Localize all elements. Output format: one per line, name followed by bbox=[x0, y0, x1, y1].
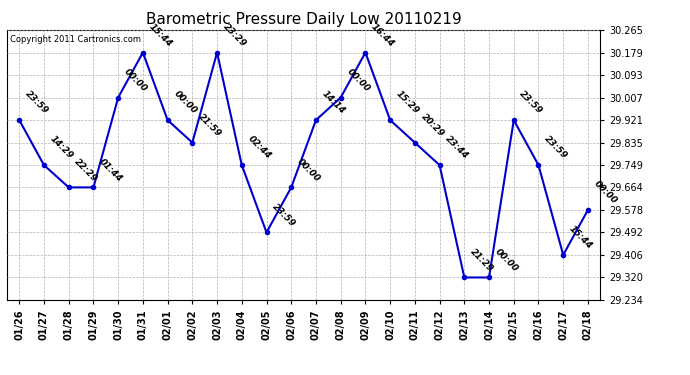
Text: 23:59: 23:59 bbox=[542, 134, 569, 161]
Text: 00:00: 00:00 bbox=[122, 67, 149, 93]
Text: 23:59: 23:59 bbox=[270, 202, 297, 228]
Text: 01:44: 01:44 bbox=[97, 157, 124, 183]
Text: 14:14: 14:14 bbox=[320, 89, 347, 116]
Text: 02:44: 02:44 bbox=[246, 134, 273, 161]
Text: 23:59: 23:59 bbox=[23, 89, 50, 116]
Text: 23:44: 23:44 bbox=[444, 134, 471, 161]
Text: 00:00: 00:00 bbox=[493, 247, 520, 273]
Text: 00:00: 00:00 bbox=[295, 157, 322, 183]
Text: 23:29: 23:29 bbox=[221, 22, 248, 48]
Text: 20:29: 20:29 bbox=[419, 112, 446, 138]
Text: 21:29: 21:29 bbox=[469, 247, 495, 273]
Text: 23:59: 23:59 bbox=[518, 89, 544, 116]
Text: 21:59: 21:59 bbox=[197, 112, 223, 138]
Text: 15:44: 15:44 bbox=[567, 224, 594, 251]
Text: 15:29: 15:29 bbox=[394, 89, 421, 116]
Text: 00:00: 00:00 bbox=[172, 89, 199, 116]
Text: Copyright 2011 Cartronics.com: Copyright 2011 Cartronics.com bbox=[10, 35, 141, 44]
Text: 16:44: 16:44 bbox=[370, 22, 396, 48]
Text: 00:00: 00:00 bbox=[345, 67, 371, 93]
Text: 00:00: 00:00 bbox=[592, 179, 619, 206]
Text: 15:44: 15:44 bbox=[147, 22, 174, 48]
Text: 14:29: 14:29 bbox=[48, 134, 75, 161]
Title: Barometric Pressure Daily Low 20110219: Barometric Pressure Daily Low 20110219 bbox=[146, 12, 462, 27]
Text: 22:29: 22:29 bbox=[73, 157, 99, 183]
